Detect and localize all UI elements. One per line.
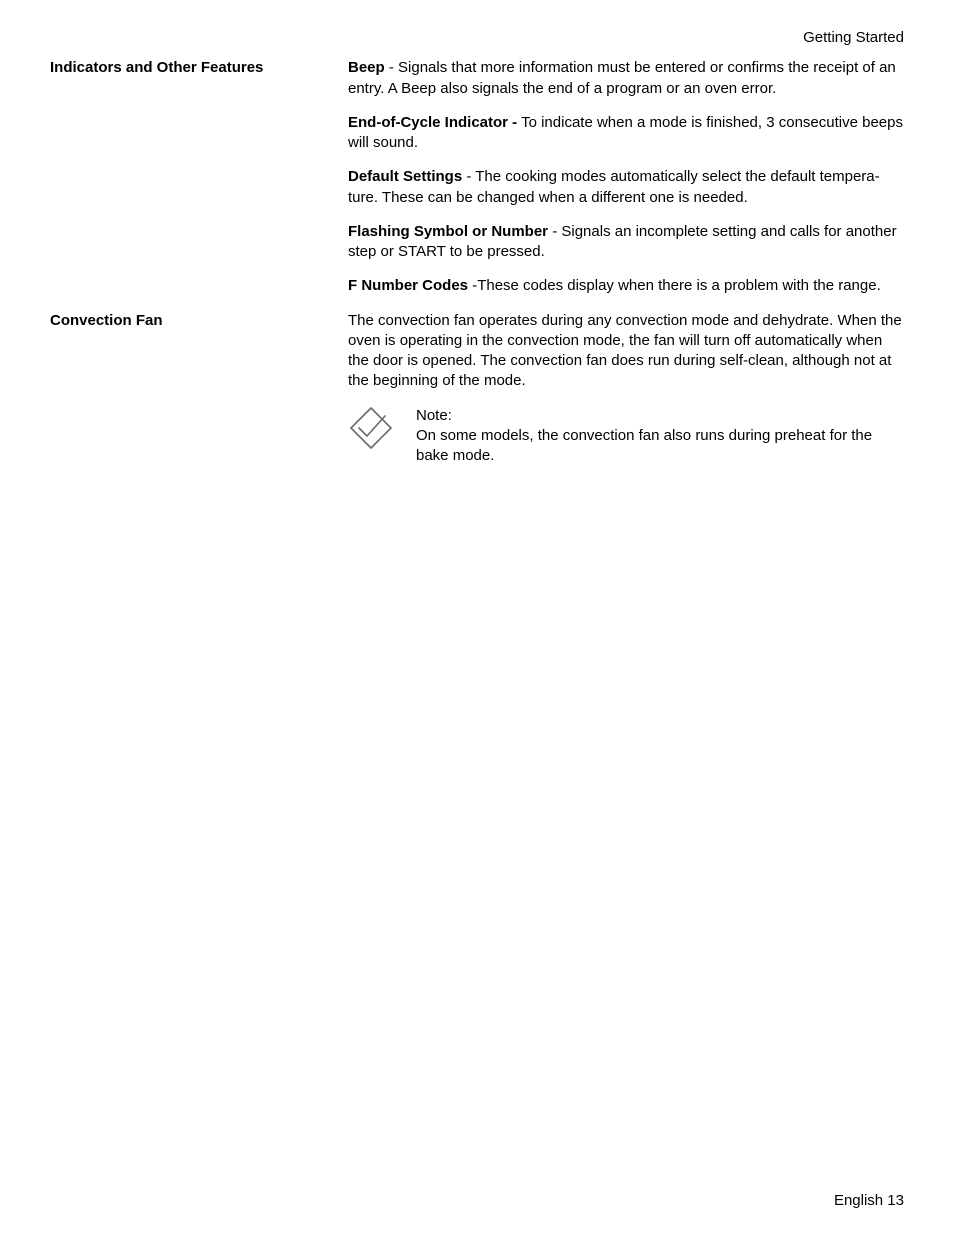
item-body: These codes display when there is a prob…	[477, 277, 881, 294]
page-header: Getting Started	[50, 28, 904, 48]
page: Getting Started Indicators and Other Fea…	[0, 0, 954, 1235]
section-body-col: The convection fan operates during any c…	[348, 311, 904, 467]
note-body: On some models, the convection fan also …	[416, 426, 904, 467]
checkmark-icon	[348, 406, 394, 450]
section-indicators: Indicators and Other Features Beep - Sig…	[50, 58, 904, 310]
item-default-settings: Default Settings - The cooking modes aut…	[348, 167, 904, 208]
item-flashing-symbol: Flashing Symbol or Number - Signals an i…	[348, 222, 904, 263]
item-beep: Beep - Signals that more information mus…	[348, 58, 904, 99]
header-title: Getting Started	[803, 29, 904, 46]
section-convection-fan: Convection Fan The convection fan operat…	[50, 311, 904, 467]
page-footer: English 13	[834, 1191, 904, 1211]
section-heading: Indicators and Other Features	[50, 58, 338, 78]
item-f-codes: F Number Codes -These codes display when…	[348, 276, 904, 296]
item-term: Default Settings	[348, 168, 462, 185]
item-sep: -	[385, 59, 398, 76]
item-sep: -	[462, 168, 475, 185]
item-term: F Number Codes	[348, 277, 468, 294]
item-sep: -	[468, 277, 477, 294]
section-heading-col: Convection Fan	[50, 311, 348, 467]
footer-text: English 13	[834, 1192, 904, 1209]
section-body-text: The convection fan operates during any c…	[348, 311, 904, 392]
note-block: Note: On some models, the convection fan…	[348, 406, 904, 467]
item-term: End-of-Cycle Indicator -	[348, 114, 517, 131]
section-body-col: Beep - Signals that more information mus…	[348, 58, 904, 310]
item-sep: -	[548, 223, 561, 240]
note-text: Note: On some models, the convection fan…	[416, 406, 904, 467]
item-end-of-cycle: End-of-Cycle Indicator - To indicate whe…	[348, 113, 904, 154]
item-body: Signals that more information must be en…	[348, 59, 896, 96]
section-heading: Convection Fan	[50, 311, 338, 331]
item-term: Beep	[348, 59, 385, 76]
note-label: Note:	[416, 406, 904, 426]
item-term: Flashing Symbol or Number	[348, 223, 548, 240]
section-heading-col: Indicators and Other Features	[50, 58, 348, 310]
